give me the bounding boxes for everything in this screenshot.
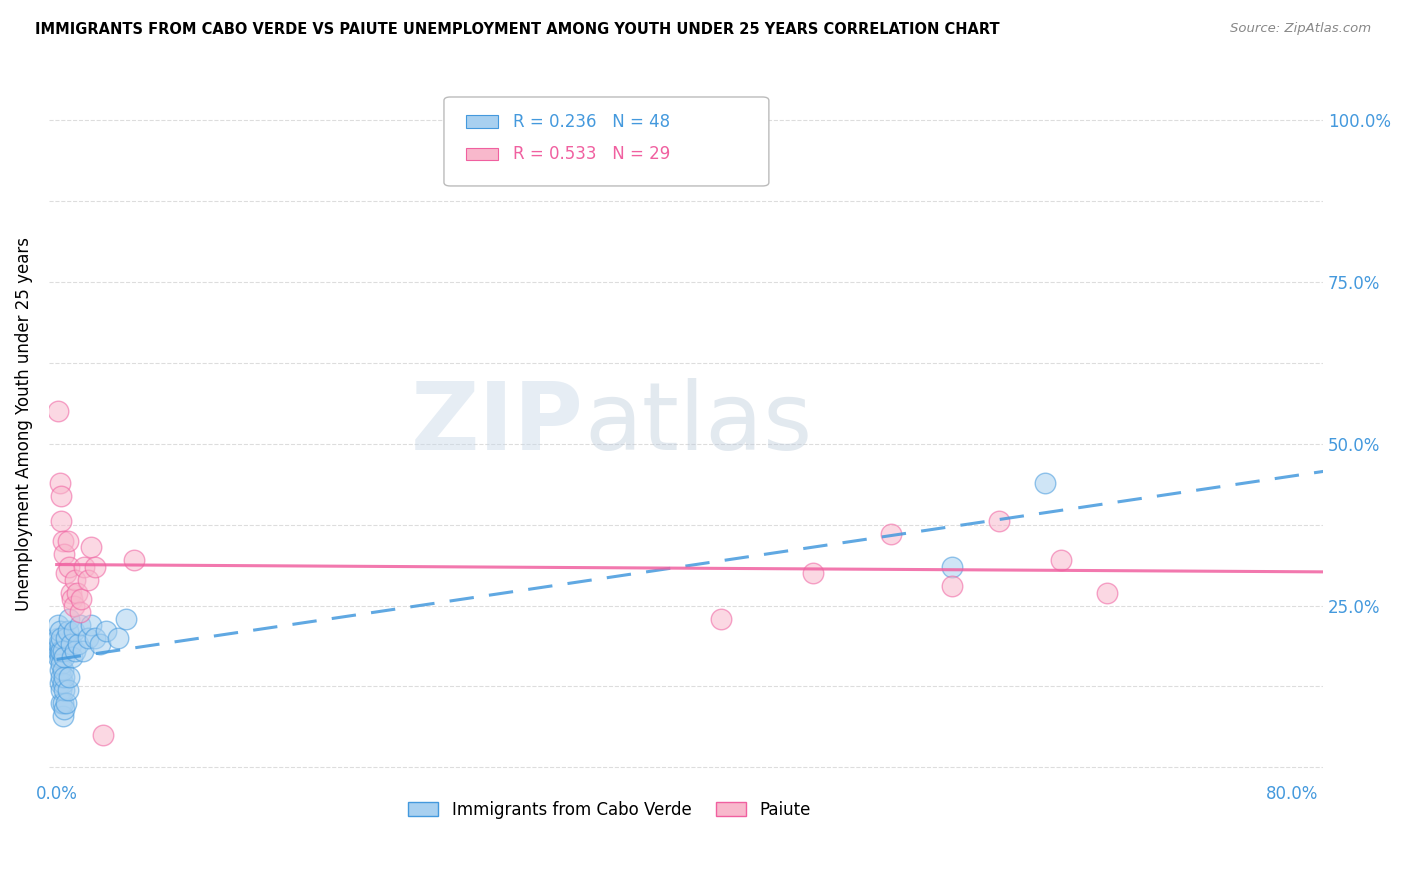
Point [79,541,101,555]
Point [51,682,73,697]
Point [51,657,73,671]
Point [84,559,107,574]
Text: IMMIGRANTS FROM CABO VERDE VS PAIUTE UNEMPLOYMENT AMONG YOUTH UNDER 25 YEARS COR: IMMIGRANTS FROM CABO VERDE VS PAIUTE UNE… [35,22,1000,37]
Point [53,670,76,684]
Point [73,559,96,574]
Y-axis label: Unemployment Among Youth under 25 years: Unemployment Among Youth under 25 years [15,237,32,611]
Point [1095,585,1118,599]
Point [52,533,75,548]
Text: R = 0.236   N = 48: R = 0.236 N = 48 [513,113,671,131]
Point [49,644,72,658]
Point [52,644,75,658]
Point [987,515,1010,529]
Point [62,599,84,613]
Point [76,631,98,645]
Point [67,637,90,651]
Point [58,670,80,684]
Point [70,592,93,607]
Point [84,631,107,645]
FancyBboxPatch shape [444,97,769,186]
Point [59,585,82,599]
Point [51,631,73,645]
Point [52,708,75,723]
Point [46,650,69,665]
Point [122,553,145,567]
Point [52,696,75,710]
Point [58,559,80,574]
Point [49,650,72,665]
Point [76,573,98,587]
Point [51,489,73,503]
Point [94,624,117,639]
Point [72,644,94,658]
Point [710,611,733,625]
Point [49,663,72,677]
Point [51,644,73,658]
Point [49,637,72,651]
Point [56,533,79,548]
Point [89,637,111,651]
Point [46,637,69,651]
Point [60,650,83,665]
Point [65,644,87,658]
Point [62,624,84,639]
Point [55,566,77,581]
Point [58,611,80,625]
Text: ZIP: ZIP [411,378,583,470]
Legend: Immigrants from Cabo Verde, Paiute: Immigrants from Cabo Verde, Paiute [402,794,818,825]
Point [51,696,73,710]
Point [56,682,79,697]
Point [46,404,69,418]
Point [46,644,69,658]
Point [60,592,83,607]
Point [51,515,73,529]
Point [69,618,91,632]
Point [65,573,87,587]
Point [66,585,89,599]
Point [56,624,79,639]
Point [879,527,901,541]
Point [52,663,75,677]
Point [941,579,963,593]
Text: Source: ZipAtlas.com: Source: ZipAtlas.com [1230,22,1371,36]
Point [115,611,138,625]
FancyBboxPatch shape [465,147,498,161]
Point [55,696,77,710]
Point [46,618,69,632]
FancyBboxPatch shape [465,115,498,128]
Point [91,728,114,742]
Point [53,682,76,697]
Point [59,637,82,651]
Text: atlas: atlas [583,378,813,470]
Point [53,547,76,561]
Point [69,605,91,619]
Point [941,559,963,574]
Point [49,676,72,690]
Point [49,624,72,639]
Point [49,475,72,490]
Point [53,702,76,716]
Point [46,631,69,645]
Point [51,670,73,684]
Point [1049,553,1071,567]
Point [52,676,75,690]
Point [1033,475,1056,490]
Point [79,618,101,632]
Text: R = 0.533   N = 29: R = 0.533 N = 29 [513,145,671,163]
Point [803,566,825,581]
Point [55,631,77,645]
Point [53,650,76,665]
Point [107,631,129,645]
